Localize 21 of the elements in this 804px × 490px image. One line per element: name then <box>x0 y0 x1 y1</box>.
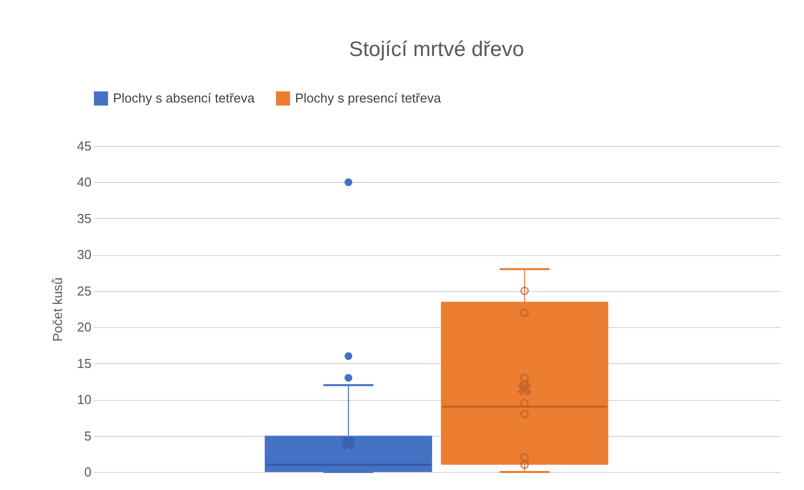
y-tick-label: 40 <box>77 174 92 190</box>
point <box>520 410 529 418</box>
y-tick-label: 20 <box>77 320 92 335</box>
point <box>520 453 529 462</box>
y-tick-label: 25 <box>77 283 92 298</box>
y-tick-label: 0 <box>84 464 92 480</box>
point <box>520 374 529 382</box>
point <box>520 308 529 317</box>
legend-label: Plochy s absencí tetřeva <box>113 90 256 106</box>
y-tick-label: 30 <box>77 247 92 262</box>
point <box>520 286 529 296</box>
point <box>520 398 529 408</box>
y-tick-label: 45 <box>77 138 92 154</box>
y-tick-label: 10 <box>77 392 92 408</box>
legend-label: Plochy s presencí tetřeva <box>295 90 442 106</box>
y-tick-label: 15 <box>77 356 92 371</box>
chart-title: Stojící mrtvé dřevo <box>348 38 524 61</box>
y-tick-label: 5 <box>84 428 92 444</box>
y-axis-title: Počet kusů <box>50 277 66 342</box>
y-tick-label: 35 <box>77 210 92 226</box>
point <box>520 460 529 470</box>
